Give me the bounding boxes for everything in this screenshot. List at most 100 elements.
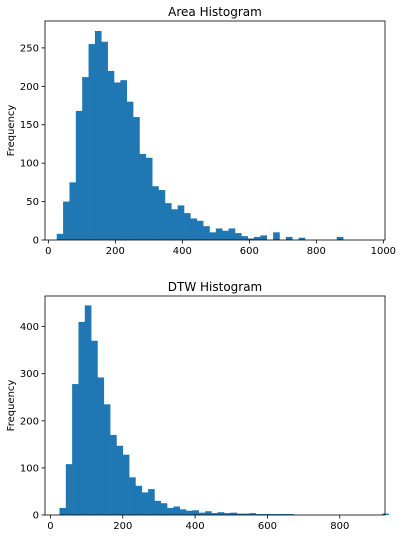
- y-tick-label: 0: [33, 511, 39, 522]
- histogram-bar: [196, 220, 204, 240]
- chart-title: DTW Histogram: [168, 280, 263, 294]
- histogram-bar: [69, 182, 77, 240]
- histogram-bar: [243, 513, 250, 515]
- plot-frame: [44, 295, 386, 516]
- histogram-bar: [241, 236, 248, 240]
- histogram-bar: [94, 30, 102, 240]
- histogram-bar: [177, 205, 185, 240]
- histogram-bar: [173, 506, 181, 515]
- histogram-bar: [65, 464, 73, 515]
- histogram-bar: [103, 404, 111, 515]
- histogram-bar: [230, 512, 237, 515]
- histogram-bar: [336, 236, 344, 240]
- histogram-bar: [122, 454, 130, 515]
- histogram-bar: [205, 511, 212, 515]
- histogram-bar: [139, 153, 147, 240]
- histogram-bar: [72, 384, 79, 515]
- histogram-bar: [211, 513, 219, 515]
- y-tick-label: 400: [20, 322, 39, 333]
- histogram-bar: [82, 77, 89, 240]
- histogram-bar: [281, 514, 288, 515]
- histogram-bar: [126, 101, 134, 241]
- histogram-bar: [273, 232, 280, 240]
- histogram-bar: [167, 507, 174, 515]
- x-tick-label: 1000: [371, 246, 396, 257]
- bars: [59, 305, 389, 515]
- chart-title: Area Histogram: [168, 5, 262, 19]
- histogram-bar: [247, 238, 255, 240]
- histogram-bar: [110, 434, 117, 515]
- plot-frame: [44, 20, 386, 241]
- area-histogram: 0 200 400 600 800 1000 0 50 100 150 200 250 Area His…: [6, 5, 396, 257]
- histogram-bar: [249, 513, 256, 515]
- x-tick-label: 0: [45, 246, 51, 257]
- histogram-bar: [222, 230, 229, 240]
- x-tick-label: 600: [258, 521, 277, 532]
- histogram-bar: [382, 513, 389, 515]
- histogram-bar: [56, 233, 64, 240]
- histogram-bar: [228, 228, 236, 240]
- histogram-bar: [160, 503, 168, 515]
- y-axis-label: Frequency: [6, 105, 17, 157]
- y-tick-label: 250: [20, 43, 39, 54]
- histogram-bar: [141, 492, 149, 515]
- histogram-bar: [298, 237, 306, 240]
- histogram-bar: [215, 228, 223, 240]
- histogram-bar: [114, 82, 121, 240]
- histogram-bar: [133, 117, 140, 240]
- histogram-bar: [145, 157, 153, 240]
- histogram-bar: [179, 509, 187, 515]
- histogram-bar: [254, 236, 261, 240]
- histogram-bar: [224, 513, 231, 515]
- histogram-bar: [59, 507, 67, 515]
- histogram-bar: [63, 201, 70, 240]
- histogram-bar: [203, 226, 210, 240]
- x-tick-label: 200: [106, 246, 125, 257]
- x-tick-label: 200: [113, 521, 132, 532]
- histogram-bar: [120, 80, 128, 240]
- x-tick-label: 0: [47, 521, 53, 532]
- histogram-bar: [116, 445, 124, 515]
- histogram-bar: [91, 340, 98, 515]
- histogram-bar: [184, 213, 191, 240]
- histogram-bar: [158, 190, 166, 240]
- histogram-bar: [186, 510, 193, 515]
- x-tick-label: 800: [330, 521, 349, 532]
- y-tick-label: 100: [20, 159, 39, 170]
- histogram-bar: [198, 512, 206, 515]
- histogram-bar: [78, 321, 86, 515]
- histogram-bar: [152, 186, 159, 240]
- histogram-bar: [217, 512, 225, 515]
- dtw-histogram: 0 200 400 600 800 0 100 200 300 400 DTW Histogram F…: [6, 280, 389, 532]
- histogram-bar: [129, 477, 136, 515]
- histogram-bar: [84, 305, 92, 515]
- histogram-bar: [287, 514, 294, 515]
- histogram-bar: [262, 514, 269, 515]
- histogram-bar: [255, 514, 263, 515]
- histogram-bar: [171, 209, 178, 240]
- histogram-bar: [190, 218, 198, 240]
- histogram-bar: [148, 489, 155, 515]
- histogram-bar: [192, 510, 200, 515]
- histogram-bar: [97, 377, 105, 515]
- histogram-bar: [107, 70, 115, 240]
- x-tick-label: 800: [307, 246, 326, 257]
- x-tick-label: 400: [173, 246, 192, 257]
- histogram-bar: [209, 232, 217, 240]
- histogram-bar: [285, 236, 293, 240]
- y-tick-label: 150: [20, 120, 39, 131]
- histogram-bar: [154, 500, 162, 515]
- histogram-bar: [274, 514, 282, 515]
- y-axis-label: Frequency: [6, 380, 17, 432]
- histogram-bar: [236, 513, 244, 515]
- histogram-bar: [268, 514, 275, 515]
- y-tick-label: 100: [20, 463, 39, 474]
- histogram-bar: [101, 41, 108, 240]
- histogram-bar: [135, 485, 143, 515]
- y-tick-label: 200: [20, 82, 39, 93]
- histogram-bar: [75, 110, 83, 240]
- y-tick-label: 200: [20, 416, 39, 427]
- y-tick-label: 50: [26, 197, 39, 208]
- x-tick-label: 400: [186, 521, 205, 532]
